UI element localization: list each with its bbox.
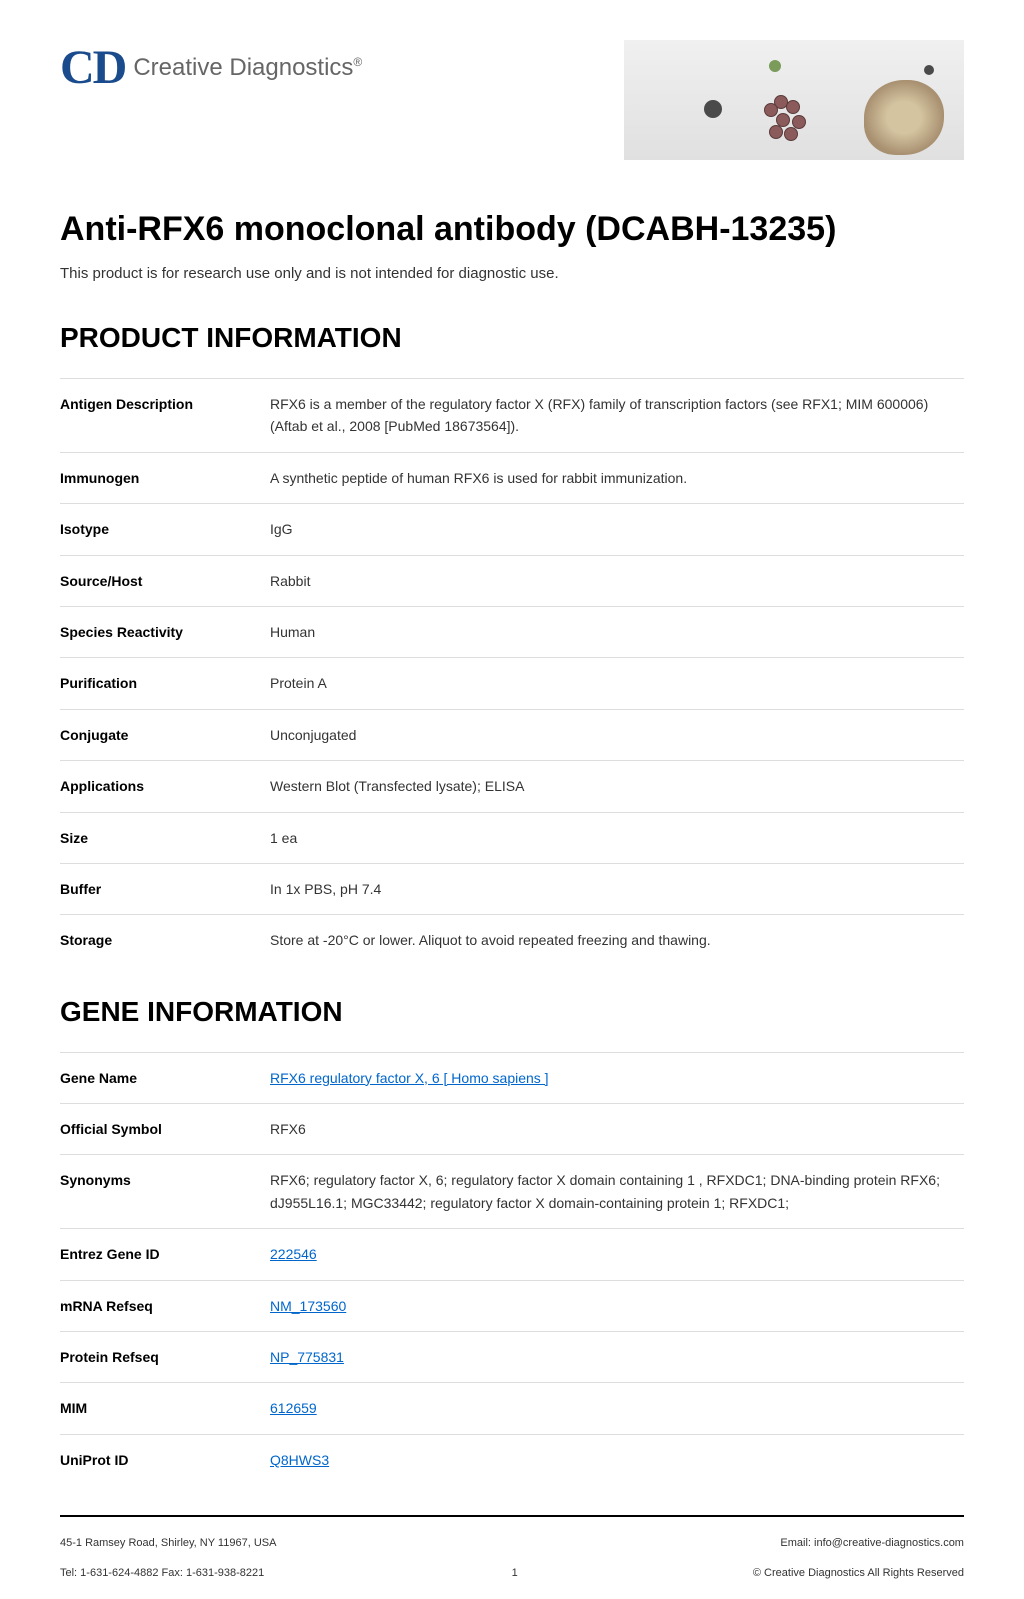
info-link[interactable]: 612659 — [270, 1400, 317, 1416]
table-row: mRNA RefseqNM_173560 — [60, 1280, 964, 1331]
gene-info-section-title: GENE INFORMATION — [60, 996, 964, 1028]
page-footer: 45-1 Ramsey Road, Shirley, NY 11967, USA… — [60, 1537, 964, 1579]
table-row: MIM612659 — [60, 1383, 964, 1434]
table-row: Protein RefseqNP_775831 — [60, 1332, 964, 1383]
info-value: A synthetic peptide of human RFX6 is use… — [270, 452, 964, 503]
info-label: Gene Name — [60, 1052, 270, 1103]
info-label: mRNA Refseq — [60, 1280, 270, 1331]
info-value: 612659 — [270, 1383, 964, 1434]
product-title: Anti-RFX6 monoclonal antibody (DCABH-132… — [60, 210, 964, 249]
info-value: Protein A — [270, 658, 964, 709]
footer-address: 45-1 Ramsey Road, Shirley, NY 11967, USA — [60, 1537, 276, 1549]
trademark-symbol: ® — [353, 55, 362, 69]
info-value: NP_775831 — [270, 1332, 964, 1383]
info-label: Buffer — [60, 863, 270, 914]
gene-info-table: Gene NameRFX6 regulatory factor X, 6 [ H… — [60, 1052, 964, 1486]
table-row: Species ReactivityHuman — [60, 606, 964, 657]
info-label: UniProt ID — [60, 1434, 270, 1485]
info-value: 222546 — [270, 1229, 964, 1280]
table-row: ApplicationsWestern Blot (Transfected ly… — [60, 761, 964, 812]
info-value: Unconjugated — [270, 709, 964, 760]
table-row: Antigen DescriptionRFX6 is a member of t… — [60, 379, 964, 453]
table-row: Source/HostRabbit — [60, 555, 964, 606]
info-label: Official Symbol — [60, 1104, 270, 1155]
info-label: Protein Refseq — [60, 1332, 270, 1383]
footer-page-number: 1 — [512, 1567, 518, 1579]
footer-phone: Tel: 1-631-624-4882 Fax: 1-631-938-8221 — [60, 1567, 276, 1579]
table-row: Entrez Gene ID222546 — [60, 1229, 964, 1280]
info-label: Storage — [60, 915, 270, 966]
info-label: Species Reactivity — [60, 606, 270, 657]
footer-left: 45-1 Ramsey Road, Shirley, NY 11967, USA… — [60, 1537, 276, 1579]
cell-cluster-icon — [764, 95, 834, 145]
info-value: Store at -20°C or lower. Aliquot to avoi… — [270, 915, 964, 966]
table-row: SynonymsRFX6; regulatory factor X, 6; re… — [60, 1155, 964, 1229]
table-row: ConjugateUnconjugated — [60, 709, 964, 760]
info-label: Entrez Gene ID — [60, 1229, 270, 1280]
footer-email: Email: info@creative-diagnostics.com — [753, 1537, 964, 1549]
info-label: Antigen Description — [60, 379, 270, 453]
info-value: NM_173560 — [270, 1280, 964, 1331]
header-decorative-image — [624, 40, 964, 160]
info-label: MIM — [60, 1383, 270, 1434]
large-cell-icon — [864, 80, 944, 155]
info-label: Conjugate — [60, 709, 270, 760]
particle-icon — [924, 65, 934, 75]
info-link[interactable]: Q8HWS3 — [270, 1452, 329, 1468]
product-info-table: Antigen DescriptionRFX6 is a member of t… — [60, 378, 964, 966]
info-label: Immunogen — [60, 452, 270, 503]
table-row: PurificationProtein A — [60, 658, 964, 709]
info-value: RFX6 — [270, 1104, 964, 1155]
info-value: Rabbit — [270, 555, 964, 606]
info-value: RFX6; regulatory factor X, 6; regulatory… — [270, 1155, 964, 1229]
table-row: StorageStore at -20°C or lower. Aliquot … — [60, 915, 964, 966]
info-value: 1 ea — [270, 812, 964, 863]
table-row: Gene NameRFX6 regulatory factor X, 6 [ H… — [60, 1052, 964, 1103]
info-label: Size — [60, 812, 270, 863]
info-value: Q8HWS3 — [270, 1434, 964, 1485]
info-link[interactable]: RFX6 regulatory factor X, 6 [ Homo sapie… — [270, 1070, 549, 1086]
product-info-section-title: PRODUCT INFORMATION — [60, 322, 964, 354]
table-row: Official SymbolRFX6 — [60, 1104, 964, 1155]
info-value: IgG — [270, 504, 964, 555]
info-value: RFX6 regulatory factor X, 6 [ Homo sapie… — [270, 1052, 964, 1103]
page-header: CD Creative Diagnostics® — [60, 40, 964, 160]
info-value: Western Blot (Transfected lysate); ELISA — [270, 761, 964, 812]
particle-icon — [769, 60, 781, 72]
info-label: Purification — [60, 658, 270, 709]
company-logo: CD Creative Diagnostics® — [60, 40, 362, 95]
info-label: Synonyms — [60, 1155, 270, 1229]
table-row: UniProt IDQ8HWS3 — [60, 1434, 964, 1485]
table-row: BufferIn 1x PBS, pH 7.4 — [60, 863, 964, 914]
table-row: ImmunogenA synthetic peptide of human RF… — [60, 452, 964, 503]
logo-company-name: Creative Diagnostics® — [133, 54, 362, 82]
info-link[interactable]: 222546 — [270, 1246, 317, 1262]
footer-copyright: © Creative Diagnostics All Rights Reserv… — [753, 1567, 964, 1579]
info-value: In 1x PBS, pH 7.4 — [270, 863, 964, 914]
table-row: IsotypeIgG — [60, 504, 964, 555]
footer-right: Email: info@creative-diagnostics.com © C… — [753, 1537, 964, 1579]
info-label: Applications — [60, 761, 270, 812]
info-value: RFX6 is a member of the regulatory facto… — [270, 379, 964, 453]
info-value: Human — [270, 606, 964, 657]
info-link[interactable]: NP_775831 — [270, 1349, 344, 1365]
table-row: Size1 ea — [60, 812, 964, 863]
product-subtitle: This product is for research use only an… — [60, 265, 964, 282]
info-link[interactable]: NM_173560 — [270, 1298, 346, 1314]
logo-initials: CD — [60, 40, 125, 95]
footer-divider — [60, 1515, 964, 1517]
particle-icon — [704, 100, 722, 118]
info-label: Source/Host — [60, 555, 270, 606]
info-label: Isotype — [60, 504, 270, 555]
